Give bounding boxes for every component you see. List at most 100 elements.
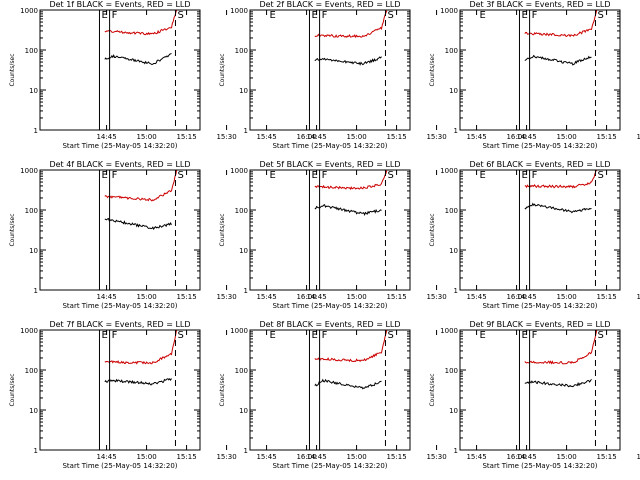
- marker-label: E: [101, 10, 107, 21]
- plot-frame: [39, 329, 201, 451]
- panel-title: Det 9f BLACK = Events, RED = LLD: [469, 320, 610, 329]
- y-tick-label: 100: [25, 207, 38, 215]
- marker-label: E: [311, 10, 317, 21]
- lld-series-line: [314, 10, 388, 39]
- panel-title: Det 6f BLACK = Events, RED = LLD: [469, 160, 610, 169]
- marker-label: S: [177, 330, 183, 341]
- panel-det-7: Det 7f BLACK = Events, RED = LLD Counts/s…: [9, 320, 317, 470]
- lld-series-line: [524, 330, 598, 365]
- x-tick-label: 15:30: [426, 293, 446, 301]
- x-tick-label: 15:15: [386, 293, 406, 301]
- events-series-line: [524, 54, 592, 66]
- x-tick-label: 15:15: [386, 453, 406, 461]
- x-tick-label: 15:00: [346, 293, 366, 301]
- y-tick-label: 1: [244, 127, 248, 135]
- marker-label: F: [322, 10, 328, 21]
- x-tick-label: 15:00: [136, 293, 156, 301]
- events-series-line: [300, 218, 332, 244]
- x-tick-label: 14:45: [96, 453, 116, 461]
- y-tick-label: 100: [445, 207, 458, 215]
- marker-label: S: [387, 330, 393, 341]
- y-tick-label: 1000: [20, 167, 38, 175]
- plot-frame: [39, 9, 201, 131]
- x-tick-label: 15:15: [176, 133, 196, 141]
- y-tick-label: 100: [235, 47, 248, 55]
- y-tick-label: 1000: [230, 7, 248, 15]
- x-tick-label: 15:30: [426, 453, 446, 461]
- y-tick-label: 10: [239, 87, 248, 95]
- y-tick-label: 100: [445, 47, 458, 55]
- marker-label: E: [269, 10, 275, 21]
- y-tick-label: 1: [454, 127, 458, 135]
- lld-series-line: [314, 170, 388, 190]
- x-axis-label: Start Time (25-May-05 14:32:20): [62, 302, 177, 310]
- lld-series-line: [524, 10, 598, 38]
- x-tick-label: 15:30: [636, 453, 640, 461]
- x-tick-label: 15:45: [466, 133, 486, 141]
- y-axis-label: Counts/sec: [429, 213, 436, 246]
- x-tick-label: 15:15: [386, 133, 406, 141]
- y-axis-label: Counts/sec: [219, 373, 226, 406]
- marker-label: F: [532, 330, 538, 341]
- events-series-line: [314, 204, 382, 216]
- x-axis-label: Start Time (25-May-05 14:32:20): [62, 462, 177, 470]
- y-axis-label: Counts/sec: [429, 373, 436, 406]
- plot-area: [518, 170, 598, 290]
- panel-title: Det 1f BLACK = Events, RED = LLD: [49, 0, 190, 9]
- x-tick-label: 15:45: [466, 453, 486, 461]
- marker-label: E: [269, 330, 275, 341]
- x-tick-label: 15:15: [596, 133, 616, 141]
- lld-series-line: [104, 330, 178, 365]
- panel-det-3: Det 3f BLACK = Events, RED = LLD Counts/s…: [429, 0, 640, 150]
- marker-label: E: [311, 170, 317, 181]
- plot-frame: [459, 169, 621, 291]
- marker-label: F: [112, 170, 118, 181]
- x-tick-label: 15:15: [176, 293, 196, 301]
- lld-series-line: [104, 170, 178, 202]
- y-tick-label: 10: [449, 407, 458, 415]
- y-tick-label: 10: [239, 247, 248, 255]
- x-tick-label: 14:45: [96, 293, 116, 301]
- y-tick-label: 100: [445, 367, 458, 375]
- x-axis-label: Start Time (25-May-05 14:32:20): [272, 142, 387, 150]
- lld-series-line: [314, 330, 388, 363]
- events-series-line: [524, 202, 592, 214]
- panel-det-2: Det 2f BLACK = Events, RED = LLD Counts/s…: [219, 0, 527, 150]
- y-tick-label: 1000: [440, 327, 458, 335]
- plot-area: [308, 330, 388, 450]
- panel-title: Det 2f BLACK = Events, RED = LLD: [259, 0, 400, 9]
- x-tick-label: 14:45: [516, 293, 536, 301]
- marker-label: E: [521, 170, 527, 181]
- y-tick-label: 100: [25, 47, 38, 55]
- marker-label: E: [521, 10, 527, 21]
- x-tick-label: 15:45: [466, 293, 486, 301]
- y-tick-label: 10: [29, 407, 38, 415]
- events-series-line: [510, 208, 542, 239]
- x-tick-label: 15:30: [636, 133, 640, 141]
- marker-label: S: [597, 170, 603, 181]
- x-tick-label: 15:30: [216, 453, 236, 461]
- y-tick-label: 1: [244, 447, 248, 455]
- y-tick-label: 1000: [440, 7, 458, 15]
- x-tick-label: 15:00: [136, 133, 156, 141]
- events-series-line: [104, 377, 172, 386]
- x-tick-label: 15:15: [176, 453, 196, 461]
- x-tick-label: 14:45: [306, 293, 326, 301]
- lld-series-line: [524, 170, 598, 189]
- marker-label: F: [112, 10, 118, 21]
- marker-label: S: [387, 170, 393, 181]
- events-series-line: [104, 52, 172, 66]
- marker-label: S: [597, 10, 603, 21]
- plot-frame: [249, 169, 411, 291]
- x-tick-label: 15:45: [256, 133, 276, 141]
- x-tick-label: 15:00: [346, 133, 366, 141]
- x-tick-label: 15:00: [346, 453, 366, 461]
- x-axis-label: Start Time (25-May-05 14:32:20): [482, 302, 597, 310]
- panel-title: Det 5f BLACK = Events, RED = LLD: [259, 160, 400, 169]
- marker-label: F: [532, 10, 538, 21]
- x-axis-label: Start Time (25-May-05 14:32:20): [62, 142, 177, 150]
- y-tick-label: 1: [454, 287, 458, 295]
- panel-det-8: Det 8f BLACK = Events, RED = LLD Counts/s…: [219, 320, 527, 470]
- x-tick-label: 14:45: [306, 453, 326, 461]
